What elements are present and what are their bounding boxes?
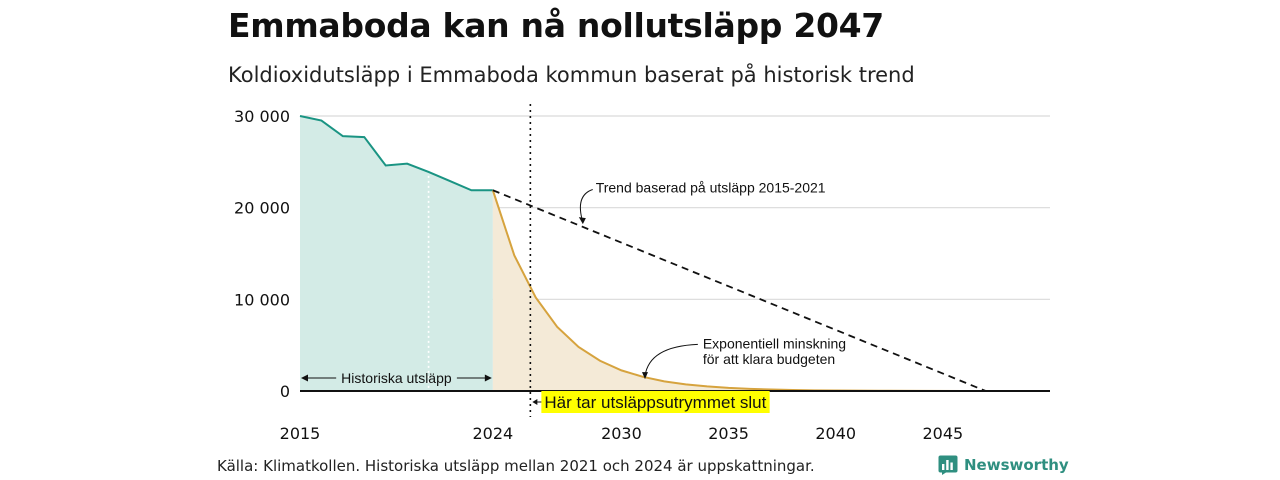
trend-annotation-arrowhead bbox=[578, 217, 586, 225]
exponential-annotation-arrowhead bbox=[642, 372, 648, 380]
budget-area bbox=[492, 190, 1050, 391]
budget-end-label: Här tar utsläppsutrymmet slut bbox=[544, 393, 766, 412]
historical-span-arrowhead-left bbox=[301, 374, 308, 382]
trend-annotation: Trend baserad på utsläpp 2015-2021 bbox=[596, 180, 826, 196]
exponential-annotation-line2: för att klara budgeten bbox=[703, 351, 835, 367]
y-tick-label-30000: 30 000 bbox=[234, 107, 290, 126]
x-tick-label-2040: 2040 bbox=[815, 424, 856, 443]
y-tick-label-0: 0 bbox=[280, 382, 290, 401]
brand-name: Newsworthy bbox=[964, 456, 1069, 474]
exponential-annotation-line1: Exponentiell minskning bbox=[703, 335, 846, 351]
newsworthy-icon bbox=[938, 455, 958, 475]
historical-span-arrowhead-right bbox=[484, 374, 492, 382]
historical-area bbox=[300, 116, 493, 391]
historical-line bbox=[299, 115, 493, 192]
y-tick-label-20000: 20 000 bbox=[234, 199, 290, 218]
exponential-annotation-arrow bbox=[644, 343, 698, 377]
trend-annotation-arrow bbox=[579, 189, 593, 223]
budget-end-highlight bbox=[541, 391, 770, 413]
x-tick-label-2045: 2045 bbox=[922, 424, 963, 443]
x-tick-label-2024: 2024 bbox=[472, 424, 513, 443]
brand-logo: Newsworthy bbox=[938, 455, 1069, 475]
x-tick-label-2015: 2015 bbox=[280, 424, 321, 443]
budget-end-arrowhead bbox=[532, 399, 538, 405]
y-tick-label-10000: 10 000 bbox=[234, 290, 290, 309]
historical-span-label: Historiska utsläpp bbox=[341, 370, 452, 386]
chart-subtitle: Koldioxidutsläpp i Emmaboda kommun baser… bbox=[228, 63, 915, 87]
chart-title: Emmaboda kan nå nollutsläpp 2047 bbox=[228, 6, 884, 45]
x-tick-label-2030: 2030 bbox=[601, 424, 642, 443]
source-note: Källa: Klimatkollen. Historiska utsläpp … bbox=[217, 457, 815, 475]
x-tick-label-2035: 2035 bbox=[708, 424, 749, 443]
